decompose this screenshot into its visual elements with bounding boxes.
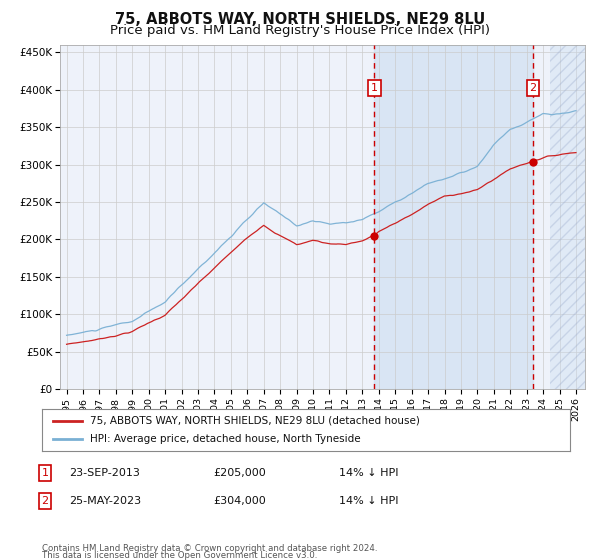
Text: 75, ABBOTS WAY, NORTH SHIELDS, NE29 8LU (detached house): 75, ABBOTS WAY, NORTH SHIELDS, NE29 8LU … bbox=[89, 416, 419, 426]
Text: £205,000: £205,000 bbox=[213, 468, 266, 478]
Text: 14% ↓ HPI: 14% ↓ HPI bbox=[339, 468, 398, 478]
Text: This data is licensed under the Open Government Licence v3.0.: This data is licensed under the Open Gov… bbox=[42, 551, 317, 560]
Text: 23-SEP-2013: 23-SEP-2013 bbox=[69, 468, 140, 478]
Bar bbox=[374, 45, 533, 389]
Text: £304,000: £304,000 bbox=[213, 496, 266, 506]
Text: 2: 2 bbox=[530, 83, 536, 93]
Text: HPI: Average price, detached house, North Tyneside: HPI: Average price, detached house, Nort… bbox=[89, 434, 360, 444]
Bar bbox=[550, 45, 586, 389]
Text: 2: 2 bbox=[41, 496, 49, 506]
Text: 1: 1 bbox=[371, 83, 378, 93]
Text: 14% ↓ HPI: 14% ↓ HPI bbox=[339, 496, 398, 506]
Text: 25-MAY-2023: 25-MAY-2023 bbox=[69, 496, 141, 506]
Text: Contains HM Land Registry data © Crown copyright and database right 2024.: Contains HM Land Registry data © Crown c… bbox=[42, 544, 377, 553]
Text: 75, ABBOTS WAY, NORTH SHIELDS, NE29 8LU: 75, ABBOTS WAY, NORTH SHIELDS, NE29 8LU bbox=[115, 12, 485, 27]
Text: 1: 1 bbox=[41, 468, 49, 478]
Text: Price paid vs. HM Land Registry's House Price Index (HPI): Price paid vs. HM Land Registry's House … bbox=[110, 24, 490, 36]
